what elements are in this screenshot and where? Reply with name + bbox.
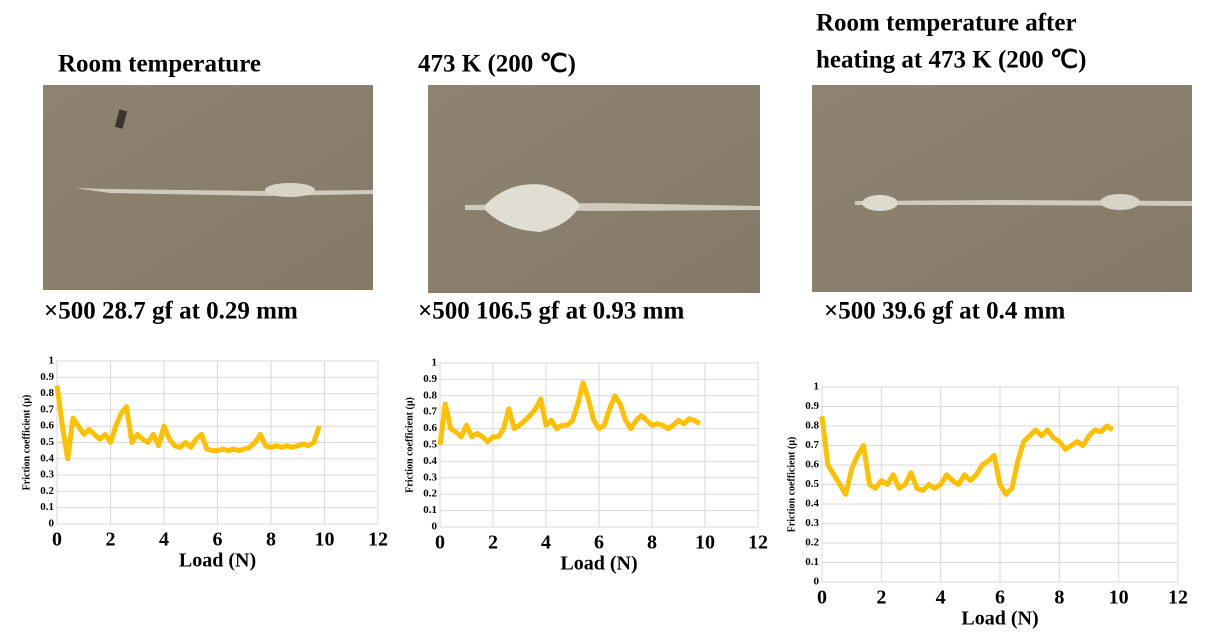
y-tick-label: 0.7 bbox=[805, 439, 819, 451]
y-tick-label: 0.3 bbox=[40, 469, 54, 481]
x-tick-label: 2 bbox=[488, 532, 498, 554]
y-tick-label: 0.7 bbox=[423, 406, 437, 418]
y-tick-label: 0.6 bbox=[423, 422, 437, 434]
y-tick-label: 0.5 bbox=[423, 439, 437, 451]
y-tick-label: 0.1 bbox=[40, 501, 54, 513]
y-tick-label: 0.2 bbox=[423, 488, 437, 500]
x-axis-label: Load (N) bbox=[179, 550, 256, 572]
y-axis-label: Friction coefficient (μ) bbox=[21, 395, 32, 491]
y-tick-label: 0 bbox=[814, 576, 820, 588]
micrograph bbox=[812, 85, 1192, 292]
x-tick-label: 6 bbox=[995, 587, 1005, 609]
data-line bbox=[819, 415, 1115, 497]
x-tick-label: 2 bbox=[876, 587, 886, 609]
caption: ×500 28.7 gf at 0.29 mm bbox=[44, 298, 298, 325]
x-axis-label: Load (N) bbox=[961, 608, 1038, 630]
y-axis-label: Friction coefficient (μ) bbox=[786, 437, 797, 533]
x-tick-label: 8 bbox=[647, 532, 657, 554]
y-tick-label: 0.1 bbox=[805, 556, 819, 568]
y-tick-label: 1 bbox=[432, 357, 438, 369]
x-tick-label: 0 bbox=[817, 587, 827, 609]
y-tick-label: 0.4 bbox=[40, 452, 54, 464]
panel-title: Room temperature after bbox=[816, 10, 1077, 37]
x-tick-label: 8 bbox=[1054, 587, 1064, 609]
y-tick-label: 0.3 bbox=[805, 517, 819, 529]
x-tick-label: 12 bbox=[368, 529, 388, 551]
x-tick-label: 2 bbox=[106, 529, 116, 551]
y-tick-label: 0.8 bbox=[423, 389, 437, 401]
x-tick-label: 4 bbox=[159, 529, 169, 551]
y-tick-label: 0.8 bbox=[40, 387, 54, 399]
caption: ×500 39.6 gf at 0.4 mm bbox=[824, 298, 1065, 325]
micrograph bbox=[428, 85, 760, 293]
y-tick-label: 0.4 bbox=[423, 455, 437, 467]
y-tick-label: 0.1 bbox=[423, 504, 437, 516]
micrograph bbox=[43, 85, 373, 290]
y-tick-label: 1 bbox=[814, 381, 820, 393]
y-tick-label: 0 bbox=[49, 518, 55, 530]
y-tick-label: 0.2 bbox=[805, 537, 819, 549]
x-tick-label: 10 bbox=[315, 529, 335, 551]
x-axis-label: Load (N) bbox=[560, 553, 637, 575]
y-tick-label: 0.5 bbox=[40, 436, 54, 448]
y-tick-label: 0 bbox=[432, 521, 438, 533]
y-tick-label: 0.4 bbox=[805, 498, 819, 510]
y-tick-label: 0.5 bbox=[805, 478, 819, 490]
y-axis-label: Friction coefficient (μ) bbox=[404, 397, 415, 493]
x-tick-label: 8 bbox=[266, 529, 276, 551]
panel-title: 473 K (200 ℃) bbox=[418, 51, 576, 78]
y-tick-label: 0.3 bbox=[423, 471, 437, 483]
x-tick-label: 6 bbox=[213, 529, 223, 551]
x-tick-label: 10 bbox=[695, 532, 715, 554]
data-line bbox=[437, 380, 702, 446]
x-tick-label: 12 bbox=[748, 532, 768, 554]
x-tick-label: 0 bbox=[435, 532, 445, 554]
y-tick-label: 1 bbox=[49, 355, 55, 367]
caption: ×500 106.5 gf at 0.93 mm bbox=[418, 298, 684, 325]
y-tick-label: 0.9 bbox=[423, 373, 437, 385]
y-tick-label: 0.6 bbox=[805, 459, 819, 471]
y-tick-label: 0.2 bbox=[40, 485, 54, 497]
x-tick-label: 4 bbox=[541, 532, 551, 554]
x-tick-label: 10 bbox=[1109, 587, 1129, 609]
y-tick-label: 0.7 bbox=[40, 403, 54, 415]
y-tick-label: 0.9 bbox=[40, 371, 54, 383]
y-tick-label: 0.9 bbox=[805, 400, 819, 412]
x-tick-label: 6 bbox=[594, 532, 604, 554]
y-tick-label: 0.8 bbox=[805, 420, 819, 432]
panel-title: Room temperature bbox=[58, 51, 261, 78]
y-tick-label: 0.6 bbox=[40, 420, 54, 432]
x-tick-label: 4 bbox=[936, 587, 946, 609]
panel-title: heating at 473 K (200 ℃) bbox=[816, 47, 1086, 74]
data-line bbox=[54, 385, 322, 462]
x-tick-label: 12 bbox=[1168, 587, 1188, 609]
x-tick-label: 0 bbox=[52, 529, 62, 551]
